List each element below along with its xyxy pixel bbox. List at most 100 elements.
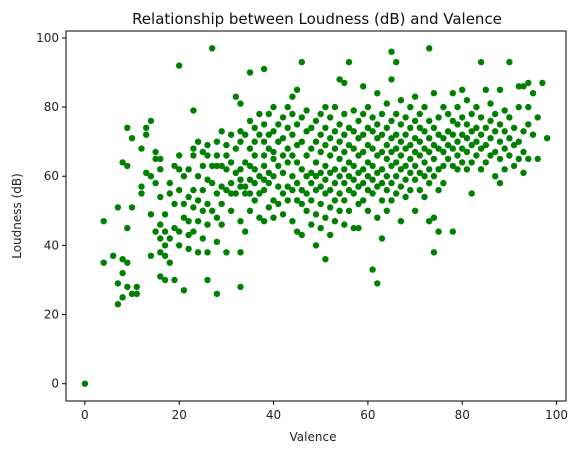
data-point (194, 173, 202, 180)
data-point (402, 162, 409, 170)
data-point (124, 162, 131, 170)
data-point (218, 200, 225, 208)
data-point (369, 128, 376, 135)
data-point (525, 79, 532, 87)
data-point (185, 166, 192, 173)
data-point (345, 124, 353, 131)
data-point (426, 135, 433, 142)
data-point (293, 141, 301, 149)
data-point (260, 176, 268, 183)
data-point (525, 103, 532, 111)
data-point (199, 148, 206, 156)
data-point (265, 131, 272, 138)
data-point (289, 93, 296, 100)
data-point (161, 228, 169, 235)
data-point (157, 273, 164, 280)
data-point (482, 159, 489, 166)
data-point (454, 166, 461, 173)
data-point (213, 152, 221, 159)
data-point (440, 135, 447, 142)
y-tick-label: 40 (44, 238, 59, 252)
data-point (157, 249, 164, 256)
data-point (270, 128, 277, 135)
data-point (397, 97, 405, 104)
data-point (180, 200, 188, 208)
data-point (317, 183, 324, 190)
data-point (284, 103, 291, 111)
data-point (355, 224, 362, 232)
data-point (218, 183, 225, 190)
data-point (397, 183, 405, 190)
data-point (336, 155, 343, 163)
data-point (468, 190, 475, 197)
data-point (298, 231, 305, 239)
data-point (256, 190, 263, 197)
data-point (317, 200, 324, 208)
data-point (388, 197, 395, 204)
data-point (260, 152, 268, 159)
data-point (152, 148, 159, 156)
data-point (374, 135, 381, 142)
data-point (322, 190, 329, 197)
data-point (204, 200, 211, 208)
data-point (317, 110, 324, 118)
data-point (421, 103, 428, 111)
data-point (440, 148, 447, 156)
data-point (440, 179, 447, 187)
data-point (327, 114, 334, 121)
data-point (435, 166, 442, 173)
data-point (293, 228, 301, 235)
data-point (369, 162, 376, 170)
data-point (407, 124, 414, 131)
data-point (119, 256, 126, 263)
data-point (246, 145, 254, 152)
data-point (194, 218, 202, 225)
data-point (237, 128, 244, 135)
data-point (284, 183, 291, 190)
data-point (374, 183, 381, 190)
data-point (383, 100, 390, 107)
data-point (157, 221, 164, 228)
data-point (501, 145, 508, 152)
data-point (520, 148, 527, 156)
data-point (322, 141, 329, 149)
data-point (407, 155, 414, 163)
data-point (355, 200, 362, 208)
data-point (444, 110, 452, 118)
data-point (284, 159, 291, 166)
data-point (341, 110, 348, 118)
data-point (180, 173, 188, 180)
chart-title: Relationship between Loudness (dB) and V… (132, 10, 502, 28)
data-point (393, 131, 400, 138)
x-tick-label: 60 (360, 408, 375, 422)
data-point (515, 83, 522, 90)
data-point (426, 148, 433, 156)
data-point (147, 117, 155, 125)
data-point (336, 138, 343, 145)
data-point (298, 114, 305, 121)
data-point (270, 214, 277, 221)
data-point (152, 155, 159, 163)
data-point (492, 110, 499, 118)
data-point (133, 290, 140, 297)
data-point (477, 131, 485, 138)
data-point (520, 83, 527, 90)
data-point (251, 124, 258, 131)
data-point (251, 152, 258, 159)
data-point (421, 173, 428, 180)
x-axis-label: Valence (290, 430, 337, 444)
data-point (501, 107, 508, 114)
data-point (341, 79, 348, 87)
data-point (256, 131, 263, 138)
data-point (147, 173, 155, 180)
data-point (180, 214, 188, 221)
data-point (213, 190, 221, 197)
data-point (534, 155, 541, 163)
y-axis-ticks: 0 20 40 60 80 100 (36, 31, 66, 391)
data-point (322, 162, 329, 170)
data-point (482, 124, 489, 131)
data-point (435, 114, 442, 121)
data-point (543, 135, 551, 142)
data-point (468, 110, 475, 118)
data-point (341, 131, 348, 138)
